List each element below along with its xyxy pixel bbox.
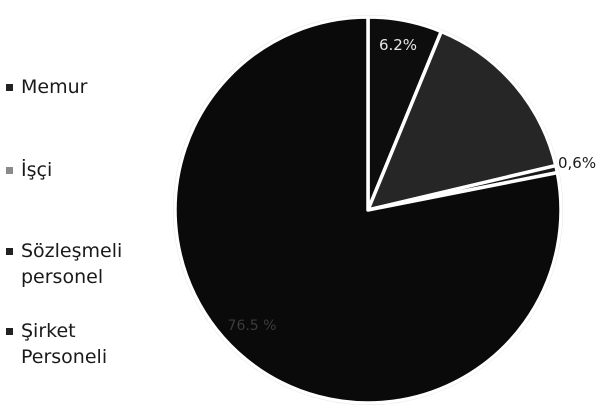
legend-swatch-isci [6,167,13,174]
legend-item-isci: İşçi [6,157,52,183]
pie-slice-isci [366,29,558,212]
chart-legend: Memur İşçi Sözleşmeli personel Şirket Pe… [6,0,166,408]
legend-swatch-sirket [6,328,13,335]
legend-item-sozlesmeli: Sözleşmeli personel [6,238,122,290]
legend-item-memur: Memur [6,74,87,100]
data-label-sozlesmeli: 0,6% [558,154,596,172]
legend-swatch-sozlesmeli [6,248,13,255]
pie-slice-sirket [173,15,563,405]
legend-label-memur: Memur [21,76,88,98]
data-label-sirket: 76.5 % [228,318,277,334]
legend-label-sozlesmeli: Sözleşmeli personel [21,240,123,288]
legend-item-sirket: Şirket Personeli [6,318,107,370]
data-label-memur: 6.2% [379,36,417,54]
legend-swatch-memur [6,84,13,91]
legend-label-sirket: Şirket Personeli [21,320,108,368]
legend-label-isci: İşçi [21,159,53,181]
